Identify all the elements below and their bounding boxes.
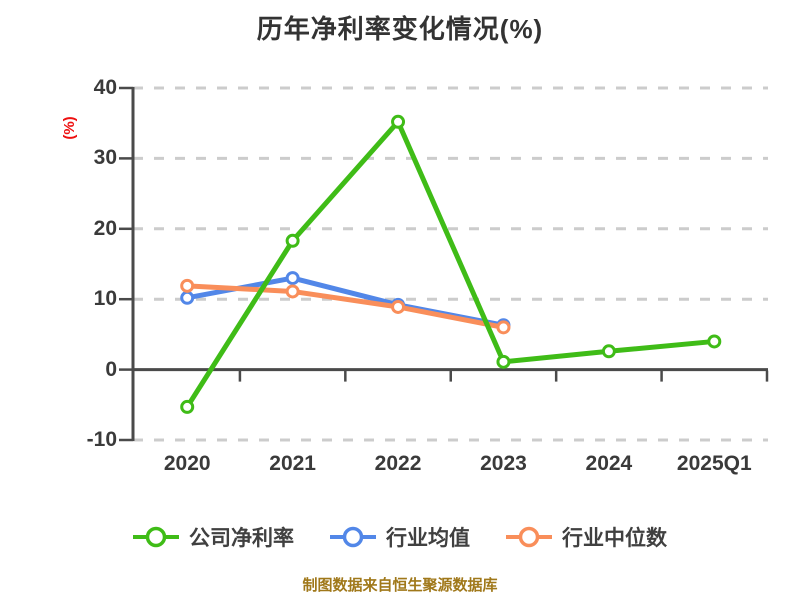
legend-label: 行业中位数 bbox=[562, 527, 667, 550]
data-point-marker bbox=[180, 278, 195, 293]
legend-marker-icon bbox=[506, 526, 552, 548]
x-tick-label: 2024 bbox=[585, 452, 633, 475]
data-point-marker bbox=[496, 354, 511, 369]
legend-marker-icon bbox=[133, 526, 179, 548]
series-line bbox=[184, 119, 717, 410]
data-point-marker bbox=[285, 233, 300, 248]
x-tick-label: 2025Q1 bbox=[676, 452, 752, 475]
legend-item-company-net-margin[interactable]: 公司净利率 bbox=[133, 522, 294, 552]
data-point-marker bbox=[285, 271, 300, 286]
y-tick-label: 20 bbox=[93, 216, 117, 240]
y-tick-label: 0 bbox=[105, 357, 117, 381]
series-line bbox=[184, 283, 506, 330]
chart-title: 历年净利率变化情况(%) bbox=[256, 14, 544, 44]
legend-label: 公司净利率 bbox=[189, 527, 294, 550]
y-tick-label: 40 bbox=[93, 76, 117, 99]
x-tick-label: 2020 bbox=[163, 452, 211, 475]
x-tick-label: 2021 bbox=[269, 452, 316, 475]
data-point-marker bbox=[601, 344, 616, 359]
y-tick-label: 30 bbox=[93, 146, 117, 170]
legend-item-industry-median[interactable]: 行业中位数 bbox=[506, 522, 667, 552]
data-point-marker bbox=[707, 334, 722, 349]
y-tick-label: 10 bbox=[93, 287, 117, 311]
data-point-marker bbox=[391, 299, 406, 314]
source-note: 制图数据来自恒生聚源数据库 bbox=[302, 577, 498, 594]
legend-label: 行业均值 bbox=[386, 527, 470, 550]
legend-item-industry-mean[interactable]: 行业均值 bbox=[330, 522, 470, 552]
data-point-marker bbox=[285, 284, 300, 299]
data-point-marker bbox=[391, 114, 406, 129]
data-point-marker bbox=[496, 320, 511, 335]
data-point-marker bbox=[180, 290, 195, 305]
legend-marker-icon bbox=[330, 526, 376, 548]
y-tick-label: -10 bbox=[86, 428, 117, 451]
data-point-marker bbox=[180, 399, 195, 414]
x-tick-label: 2022 bbox=[374, 452, 422, 475]
x-tick-label: 2023 bbox=[480, 452, 527, 475]
legend: 公司净利率 行业均值 行业中位数 bbox=[0, 516, 800, 558]
